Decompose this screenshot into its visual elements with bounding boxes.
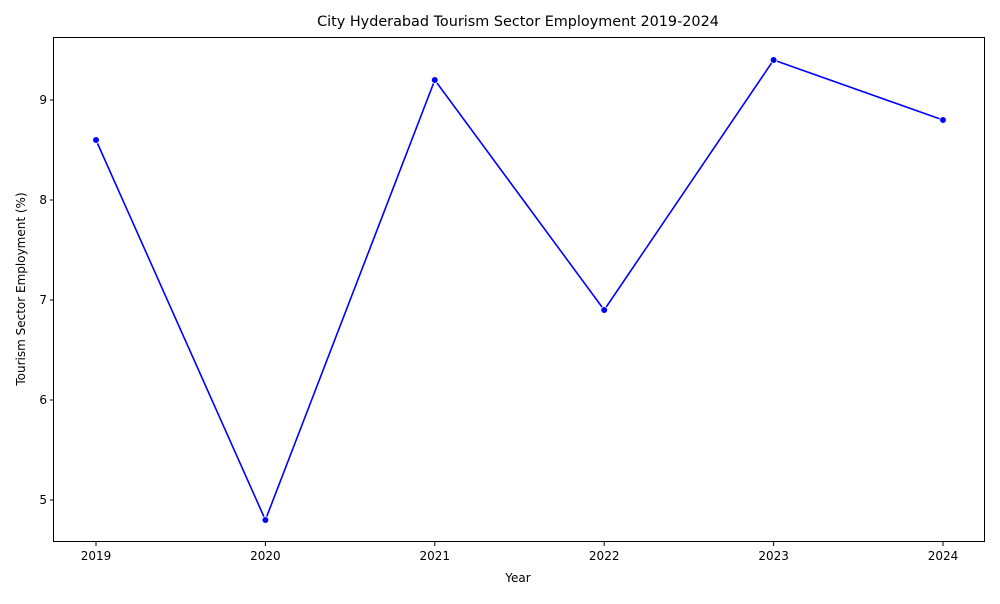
series-layer <box>92 56 947 524</box>
data-point-2024 <box>939 116 947 124</box>
data-point-2023 <box>769 56 778 64</box>
y-tick-label: 8 <box>39 193 47 207</box>
x-tick-label: 2024 <box>928 549 959 563</box>
x-tick-label: 2023 <box>758 549 789 563</box>
x-tick-label: 2022 <box>589 549 620 563</box>
x-axis-label: Year <box>504 571 530 585</box>
data-point-2020 <box>261 516 270 524</box>
x-tick-label: 2020 <box>250 549 281 563</box>
y-tick-label: 5 <box>39 493 47 507</box>
data-point-2021 <box>430 76 439 84</box>
series-line <box>95 59 944 521</box>
y-tick-label: 9 <box>39 93 47 107</box>
y-tick-label: 7 <box>39 293 47 307</box>
x-tick-label: 2019 <box>81 549 112 563</box>
y-axis: 5 6 7 8 9 <box>39 93 54 507</box>
x-axis: 2019 2020 2021 2022 2023 2024 <box>81 542 959 563</box>
chart-title: City Hyderabad Tourism Sector Employment… <box>317 14 719 30</box>
y-axis-label: Tourism Sector Employment (%) <box>14 192 28 386</box>
plot-area-frame <box>53 37 985 542</box>
data-point-2022 <box>600 306 608 314</box>
data-point-2019 <box>92 136 100 144</box>
y-tick-label: 6 <box>39 393 47 407</box>
x-tick-label: 2021 <box>420 549 451 563</box>
